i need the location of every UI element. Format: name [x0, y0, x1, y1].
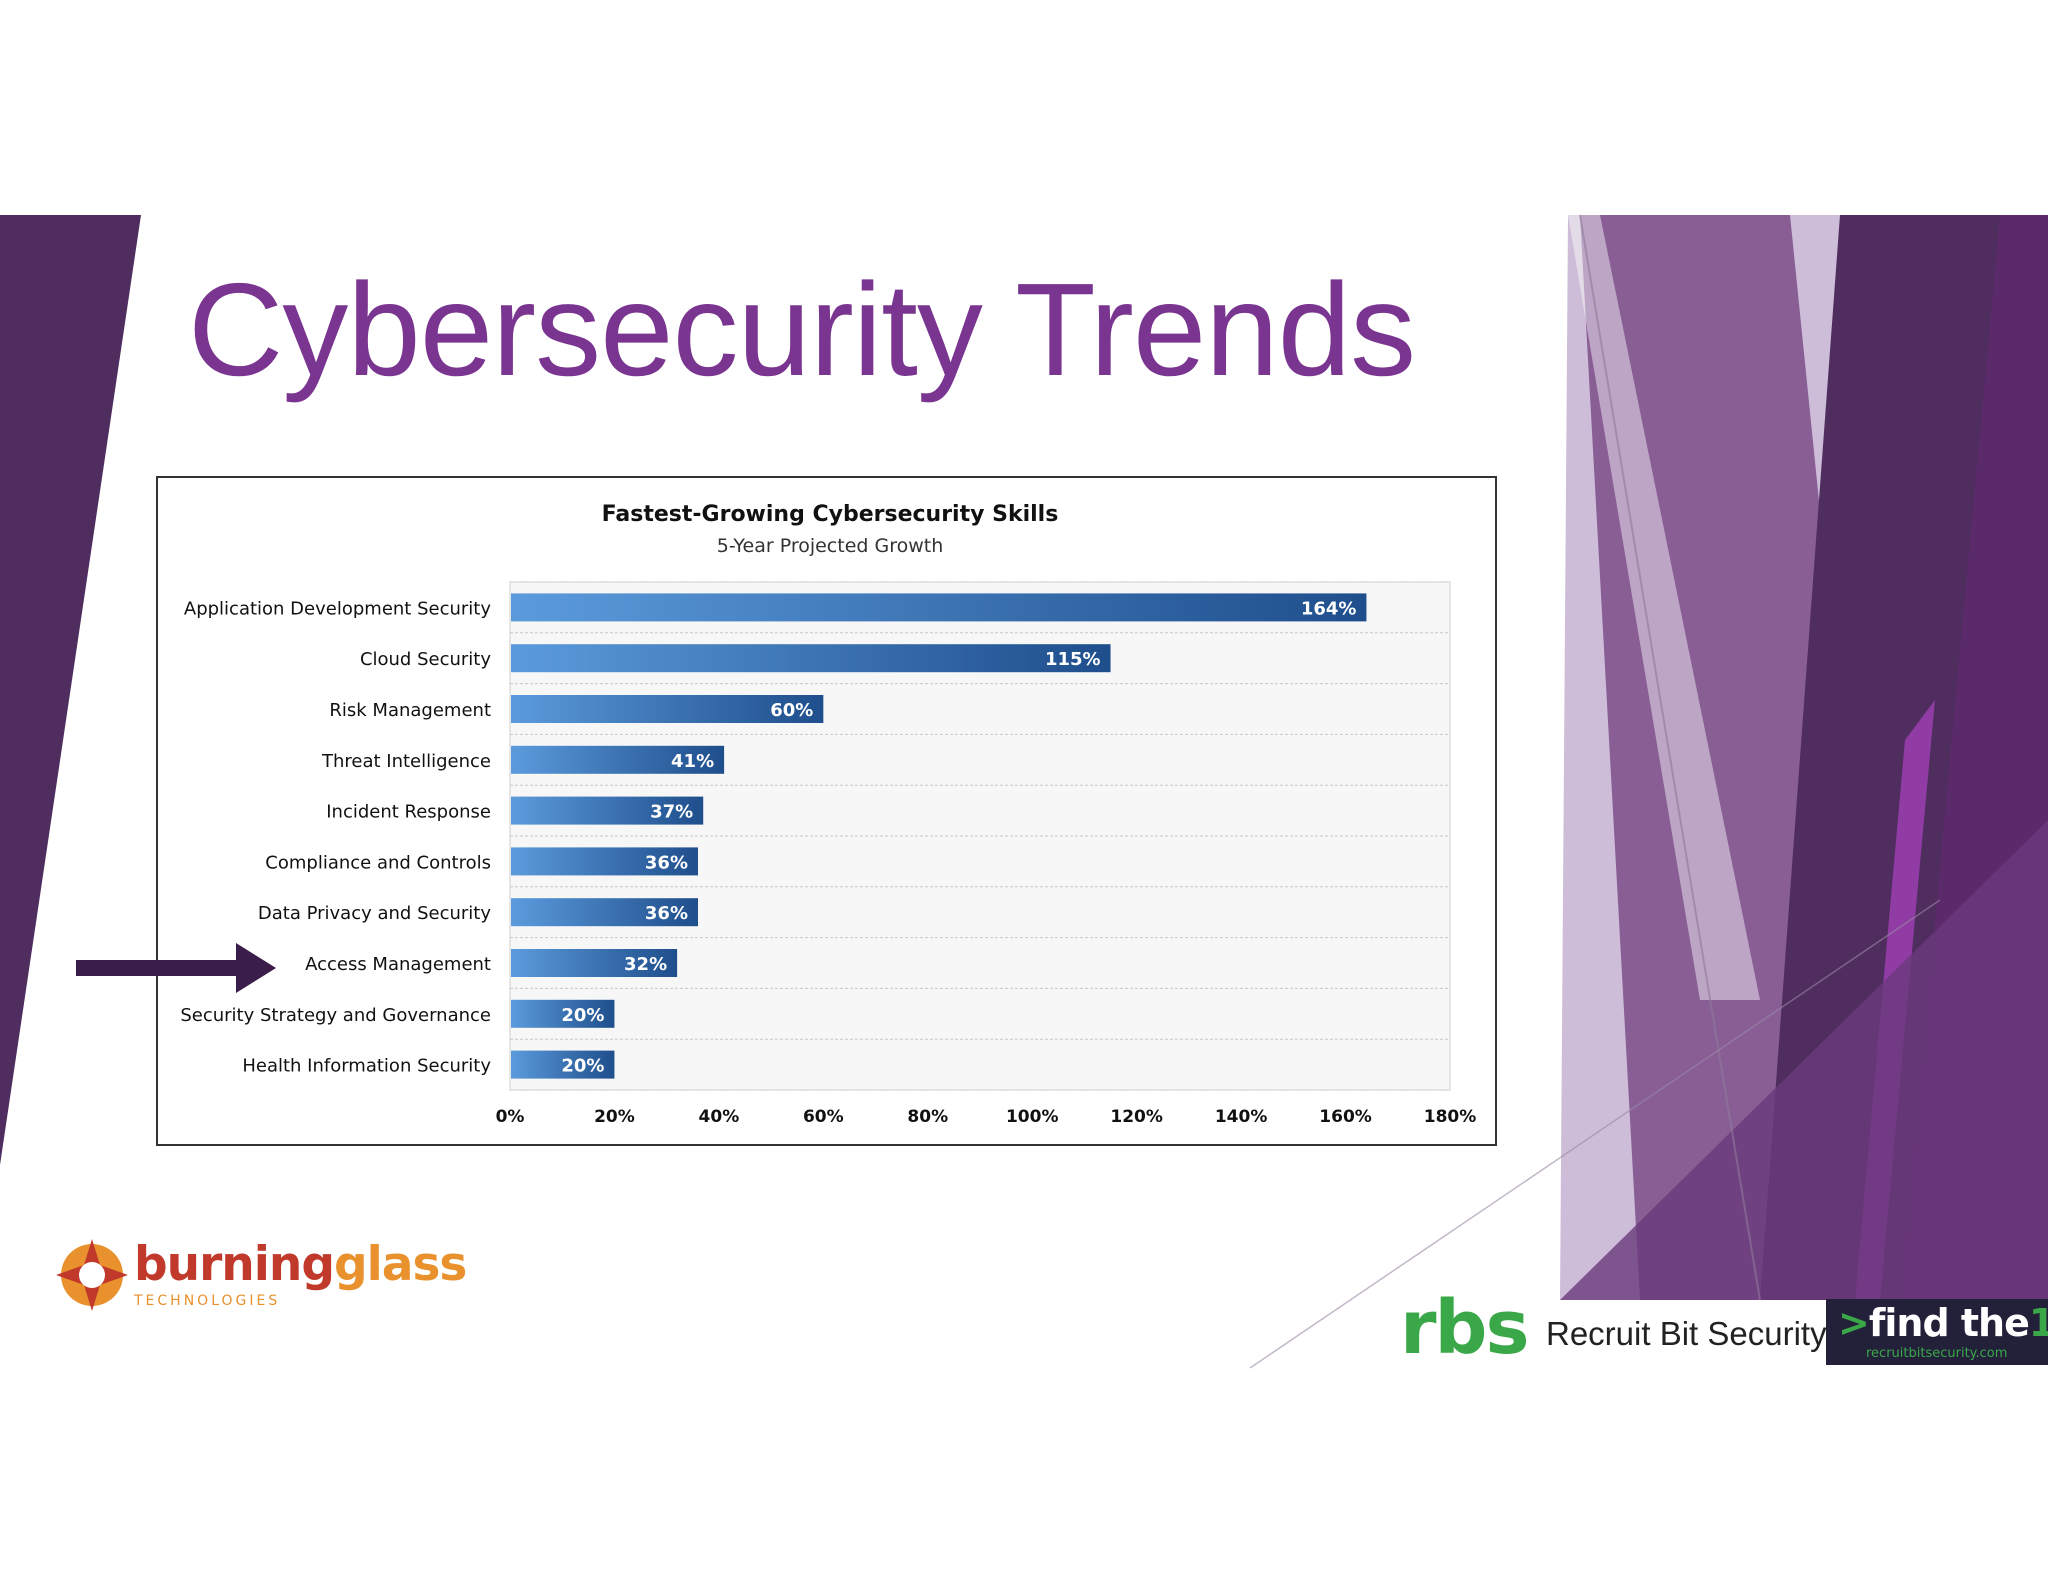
x-tick-label: 120% — [1110, 1107, 1163, 1127]
x-tick-label: 20% — [594, 1107, 635, 1127]
x-tick-label: 60% — [803, 1107, 844, 1127]
burning-glass-subtitle: TECHNOLOGIES — [134, 1293, 281, 1309]
find-prefix: > — [1838, 1301, 1870, 1345]
data-label: 115% — [1045, 649, 1101, 670]
data-label: 36% — [645, 852, 688, 873]
x-tick-label: 100% — [1006, 1107, 1059, 1127]
x-tick-label: 180% — [1424, 1107, 1477, 1127]
bar — [511, 745, 725, 774]
find-url: recruitbitsecurity.com — [1866, 1346, 2008, 1361]
data-label: 20% — [561, 1005, 604, 1026]
slide-title: Cybersecurity Trends — [188, 256, 1416, 403]
x-tick-label: 80% — [907, 1107, 948, 1127]
data-label: 36% — [645, 903, 688, 924]
x-tick-label: 40% — [699, 1107, 740, 1127]
find-digit: 1 — [2028, 1301, 2048, 1345]
data-label: 60% — [770, 700, 813, 721]
rbs-company-name: Recruit Bit Security — [1546, 1315, 1827, 1352]
x-tick-label: 160% — [1319, 1107, 1372, 1127]
bar — [511, 644, 1111, 673]
burning-glass-mark-icon — [56, 1239, 128, 1311]
find-text: find the — [1868, 1301, 2030, 1345]
bar — [511, 1050, 615, 1079]
x-tick-label: 0% — [496, 1107, 525, 1127]
decor-line-1 — [1579, 214, 1761, 1301]
category-label: Data Privacy and Security — [258, 903, 491, 924]
category-label: Compliance and Controls — [265, 852, 491, 873]
data-label: 164% — [1301, 598, 1357, 619]
right-purple-lower-wedge — [1560, 820, 2048, 1300]
bar-chart: Fastest-Growing Cybersecurity Skills 5-Y… — [180, 502, 1477, 1127]
data-label: 37% — [650, 802, 693, 823]
rbs-mark: rbs — [1400, 1285, 1530, 1371]
category-label: Security Strategy and Governance — [180, 1005, 491, 1026]
left-purple-wedge — [0, 215, 141, 1165]
bar — [511, 593, 1367, 622]
bar — [511, 847, 698, 876]
category-label: Access Management — [305, 954, 491, 975]
find-the-1-badge: >find the1 recruitbitsecurity.com — [1826, 1299, 2048, 1365]
bar — [511, 999, 615, 1028]
chart-title: Fastest-Growing Cybersecurity Skills — [602, 502, 1059, 527]
bar — [511, 898, 698, 927]
burning-glass-logo: burningglass TECHNOLOGIES — [54, 1237, 467, 1317]
x-tick-label: 140% — [1215, 1107, 1268, 1127]
data-label: 41% — [671, 751, 714, 772]
category-label: Threat Intelligence — [321, 751, 491, 772]
category-label: Application Development Security — [184, 598, 491, 619]
chart-panel: Fastest-Growing Cybersecurity Skills 5-Y… — [156, 476, 1497, 1146]
burning-glass-wordmark: burningglass — [134, 1237, 467, 1292]
rbs-logo: rbs Recruit Bit Security >find the1 recr… — [1400, 1286, 2048, 1370]
chart-subtitle: 5-Year Projected Growth — [717, 535, 944, 557]
highlight-arrow-icon — [76, 943, 276, 993]
bar — [511, 949, 678, 977]
right-white-sliver — [1568, 215, 1760, 1000]
category-label: Cloud Security — [360, 649, 491, 670]
decor-line-2 — [1249, 899, 1941, 1369]
category-label: Risk Management — [329, 700, 491, 721]
data-label: 20% — [561, 1056, 604, 1077]
category-label: Incident Response — [326, 802, 491, 823]
category-label: Health Information Security — [242, 1056, 491, 1077]
bar — [511, 695, 824, 723]
data-label: 32% — [624, 954, 667, 975]
bar — [511, 796, 704, 825]
